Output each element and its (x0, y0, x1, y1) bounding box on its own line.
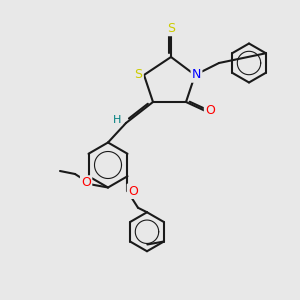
Text: H: H (113, 115, 121, 125)
Text: S: S (167, 22, 175, 35)
Text: O: O (81, 176, 91, 190)
Text: O: O (205, 104, 215, 118)
Text: S: S (135, 68, 142, 82)
Text: N: N (192, 68, 201, 82)
Text: O: O (128, 185, 138, 198)
